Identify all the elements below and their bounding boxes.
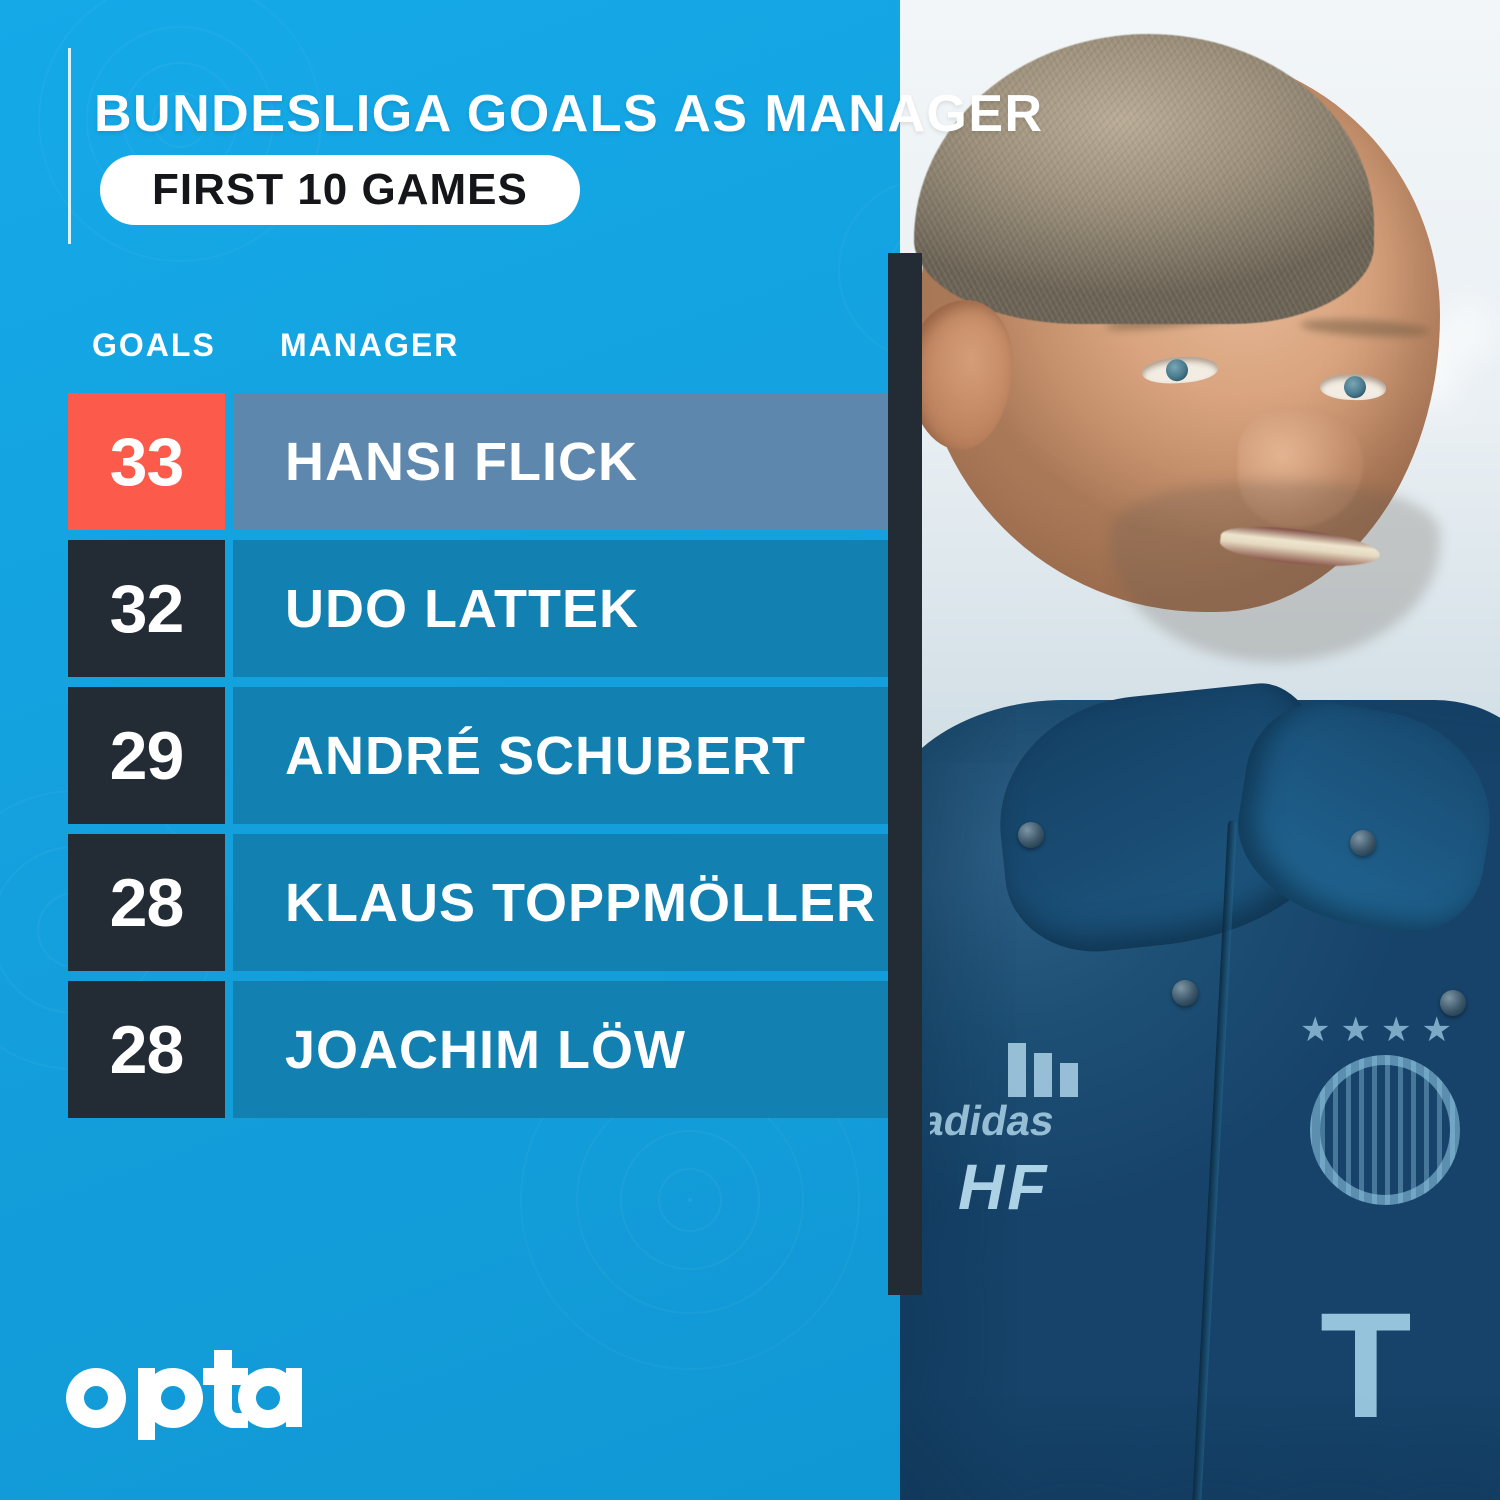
subtitle-pill: FIRST 10 GAMES: [100, 155, 580, 225]
manager-cell: KLAUS TOPPMÖLLER: [233, 834, 888, 971]
jacket-snap-button: [1350, 830, 1376, 856]
manager-cell: HANSI FLICK: [233, 393, 888, 530]
eye-right: [1319, 372, 1387, 402]
goals-cell: 28: [68, 834, 225, 971]
table-row[interactable]: 28 JOACHIM LÖW: [0, 981, 900, 1118]
subtitle-pill-label: FIRST 10 GAMES: [152, 165, 528, 214]
goals-value: 29: [109, 717, 185, 794]
column-header-manager: MANAGER: [280, 327, 460, 363]
bokeh-light-icon: [1438, 298, 1496, 366]
table-row[interactable]: 32 UDO LATTEK: [0, 540, 900, 677]
table-row[interactable]: 29 ANDRÉ SCHUBERT: [0, 687, 900, 824]
opta-logo-icon: [66, 1350, 302, 1440]
adidas-logo-icon: adidas: [930, 1043, 1078, 1144]
eye-left: [1141, 354, 1219, 386]
table-row[interactable]: 33 HANSI FLICK: [0, 393, 900, 530]
iris: [1343, 375, 1367, 399]
table-column-headers: GOALS MANAGER: [0, 327, 900, 371]
column-header-goals: GOALS: [92, 327, 216, 363]
manager-name: KLAUS TOPPMÖLLER: [285, 872, 877, 933]
bayern-crest-icon: [1310, 1055, 1460, 1205]
goals-cell: 33: [68, 393, 225, 530]
manager-name: UDO LATTEK: [285, 578, 639, 639]
goals-cell: 28: [68, 981, 225, 1118]
manager-cell: JOACHIM LÖW: [233, 981, 888, 1118]
page-title: BUNDESLIGA GOALS AS MANAGER: [94, 85, 1044, 143]
telekom-logo-icon: T: [1320, 1281, 1412, 1449]
goals-value: 32: [109, 570, 185, 647]
jacket-snap-button: [1172, 980, 1198, 1006]
goals-value: 33: [109, 423, 185, 500]
jacket-snap-button: [1440, 990, 1466, 1016]
bayern-stars-icon: ★★★★: [1300, 1011, 1462, 1049]
table-row[interactable]: 28 KLAUS TOPPMÖLLER: [0, 834, 900, 971]
manager-name: ANDRÉ SCHUBERT: [285, 725, 807, 786]
hair: [914, 34, 1374, 324]
iris: [1165, 358, 1189, 382]
jacket-snap-button: [1018, 822, 1044, 848]
goals-cell: 32: [68, 540, 225, 677]
manager-photo: adidas HF ★★★★ T: [900, 0, 1500, 1500]
nose: [1238, 407, 1363, 527]
ear: [908, 300, 1013, 450]
svg-text:adidas: adidas: [930, 1097, 1058, 1144]
table-rows: 33 HANSI FLICK 32 UDO LATTEK 29 ANDRÉ SCHUBER…: [0, 393, 900, 1128]
goals-cell: 29: [68, 687, 225, 824]
manager-name: HANSI FLICK: [285, 431, 638, 492]
eyebrow-right: [1299, 316, 1431, 340]
manager-name: JOACHIM LÖW: [285, 1019, 686, 1080]
manager-cell: ANDRÉ SCHUBERT: [233, 687, 888, 824]
kit-initials: HF: [958, 1151, 1050, 1223]
manager-cell: UDO LATTEK: [233, 540, 888, 677]
goals-value: 28: [109, 864, 185, 941]
goals-value: 28: [109, 1011, 185, 1088]
title-accent-line: [68, 48, 71, 244]
vertical-divider: [888, 253, 922, 1295]
stubble-shading: [1110, 482, 1440, 662]
